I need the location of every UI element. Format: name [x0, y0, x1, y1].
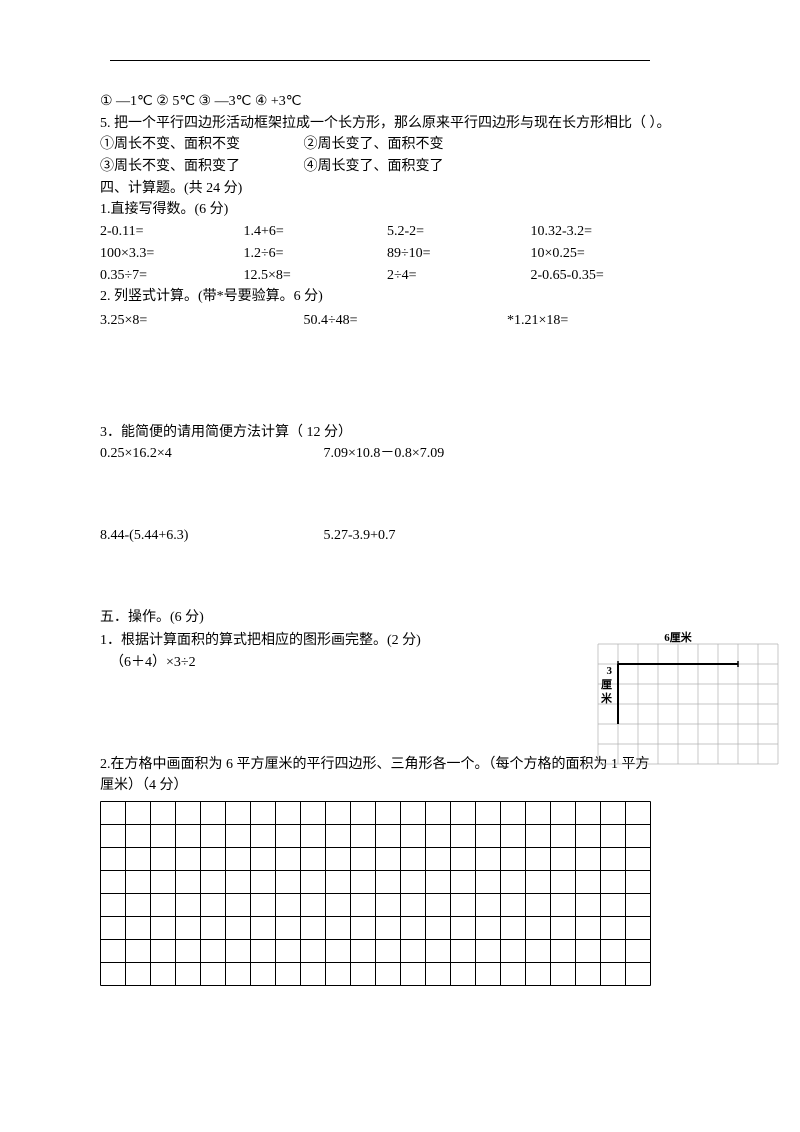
large-grid-figure: [100, 801, 700, 987]
calc-r3a: 0.35÷7=: [100, 265, 240, 287]
calc-r3c: 2÷4=: [387, 265, 527, 287]
calc-r1a: 2-0.11=: [100, 221, 240, 243]
calc-r1b: 1.4+6=: [244, 221, 384, 243]
s4-p2-title: 2. 列竖式计算。(带*号要验算。6 分): [100, 286, 700, 308]
vert-a: 3.25×8=: [100, 310, 300, 332]
calc-r2c: 89÷10=: [387, 243, 527, 265]
q5-opt2: ②周长变了、面积不变: [304, 134, 504, 156]
svg-text:米: 米: [600, 691, 613, 705]
small-grid-figure: 6厘米 3厘米: [590, 630, 770, 766]
q5-opt1: ①周长不变、面积不变: [100, 134, 300, 156]
simp-1a: 0.25×16.2×4: [100, 443, 320, 465]
calc-r3d: 2-0.65-0.35=: [531, 265, 671, 287]
svg-text:3: 3: [607, 665, 613, 677]
simp-2b: 5.27-3.9+0.7: [324, 525, 544, 547]
calc-r2d: 10×0.25=: [531, 243, 671, 265]
s5-p2-line2: 厘米）（4 分）: [100, 775, 700, 797]
vert-b: 50.4÷48=: [304, 310, 504, 332]
svg-text:6厘米: 6厘米: [664, 630, 692, 644]
s4-p3-title: 3．能简便的请用简便方法计算（ 12 分）: [100, 422, 700, 444]
s4-title: 四、计算题。(共 24 分): [100, 178, 700, 200]
top-rule: [110, 60, 650, 61]
simp-2a: 8.44-(5.44+6.3): [100, 525, 320, 547]
q5-prompt: 5. 把一个平行四边形活动框架拉成一个长方形，那么原来平行四边形与现在长方形相比…: [100, 113, 700, 135]
calc-r1d: 10.32-3.2=: [531, 221, 671, 243]
calc-r2a: 100×3.3=: [100, 243, 240, 265]
vert-c: *1.21×18=: [507, 310, 707, 332]
simp-1b: 7.09×10.8－0.8×7.09: [324, 443, 544, 465]
calc-r2b: 1.2÷6=: [244, 243, 384, 265]
s4-p1-title: 1.直接写得数。(6 分): [100, 199, 700, 221]
q5-opt4: ④周长变了、面积变了: [304, 156, 504, 178]
calc-r3b: 12.5×8=: [244, 265, 384, 287]
q4-options: ① —1℃ ② 5℃ ③ —3℃ ④ +3℃: [100, 91, 700, 113]
q5-opt3: ③周长不变、面积变了: [100, 156, 300, 178]
svg-text:厘: 厘: [601, 678, 612, 691]
calc-r1c: 5.2-2=: [387, 221, 527, 243]
s5-title: 五．操作。(6 分): [100, 607, 700, 629]
